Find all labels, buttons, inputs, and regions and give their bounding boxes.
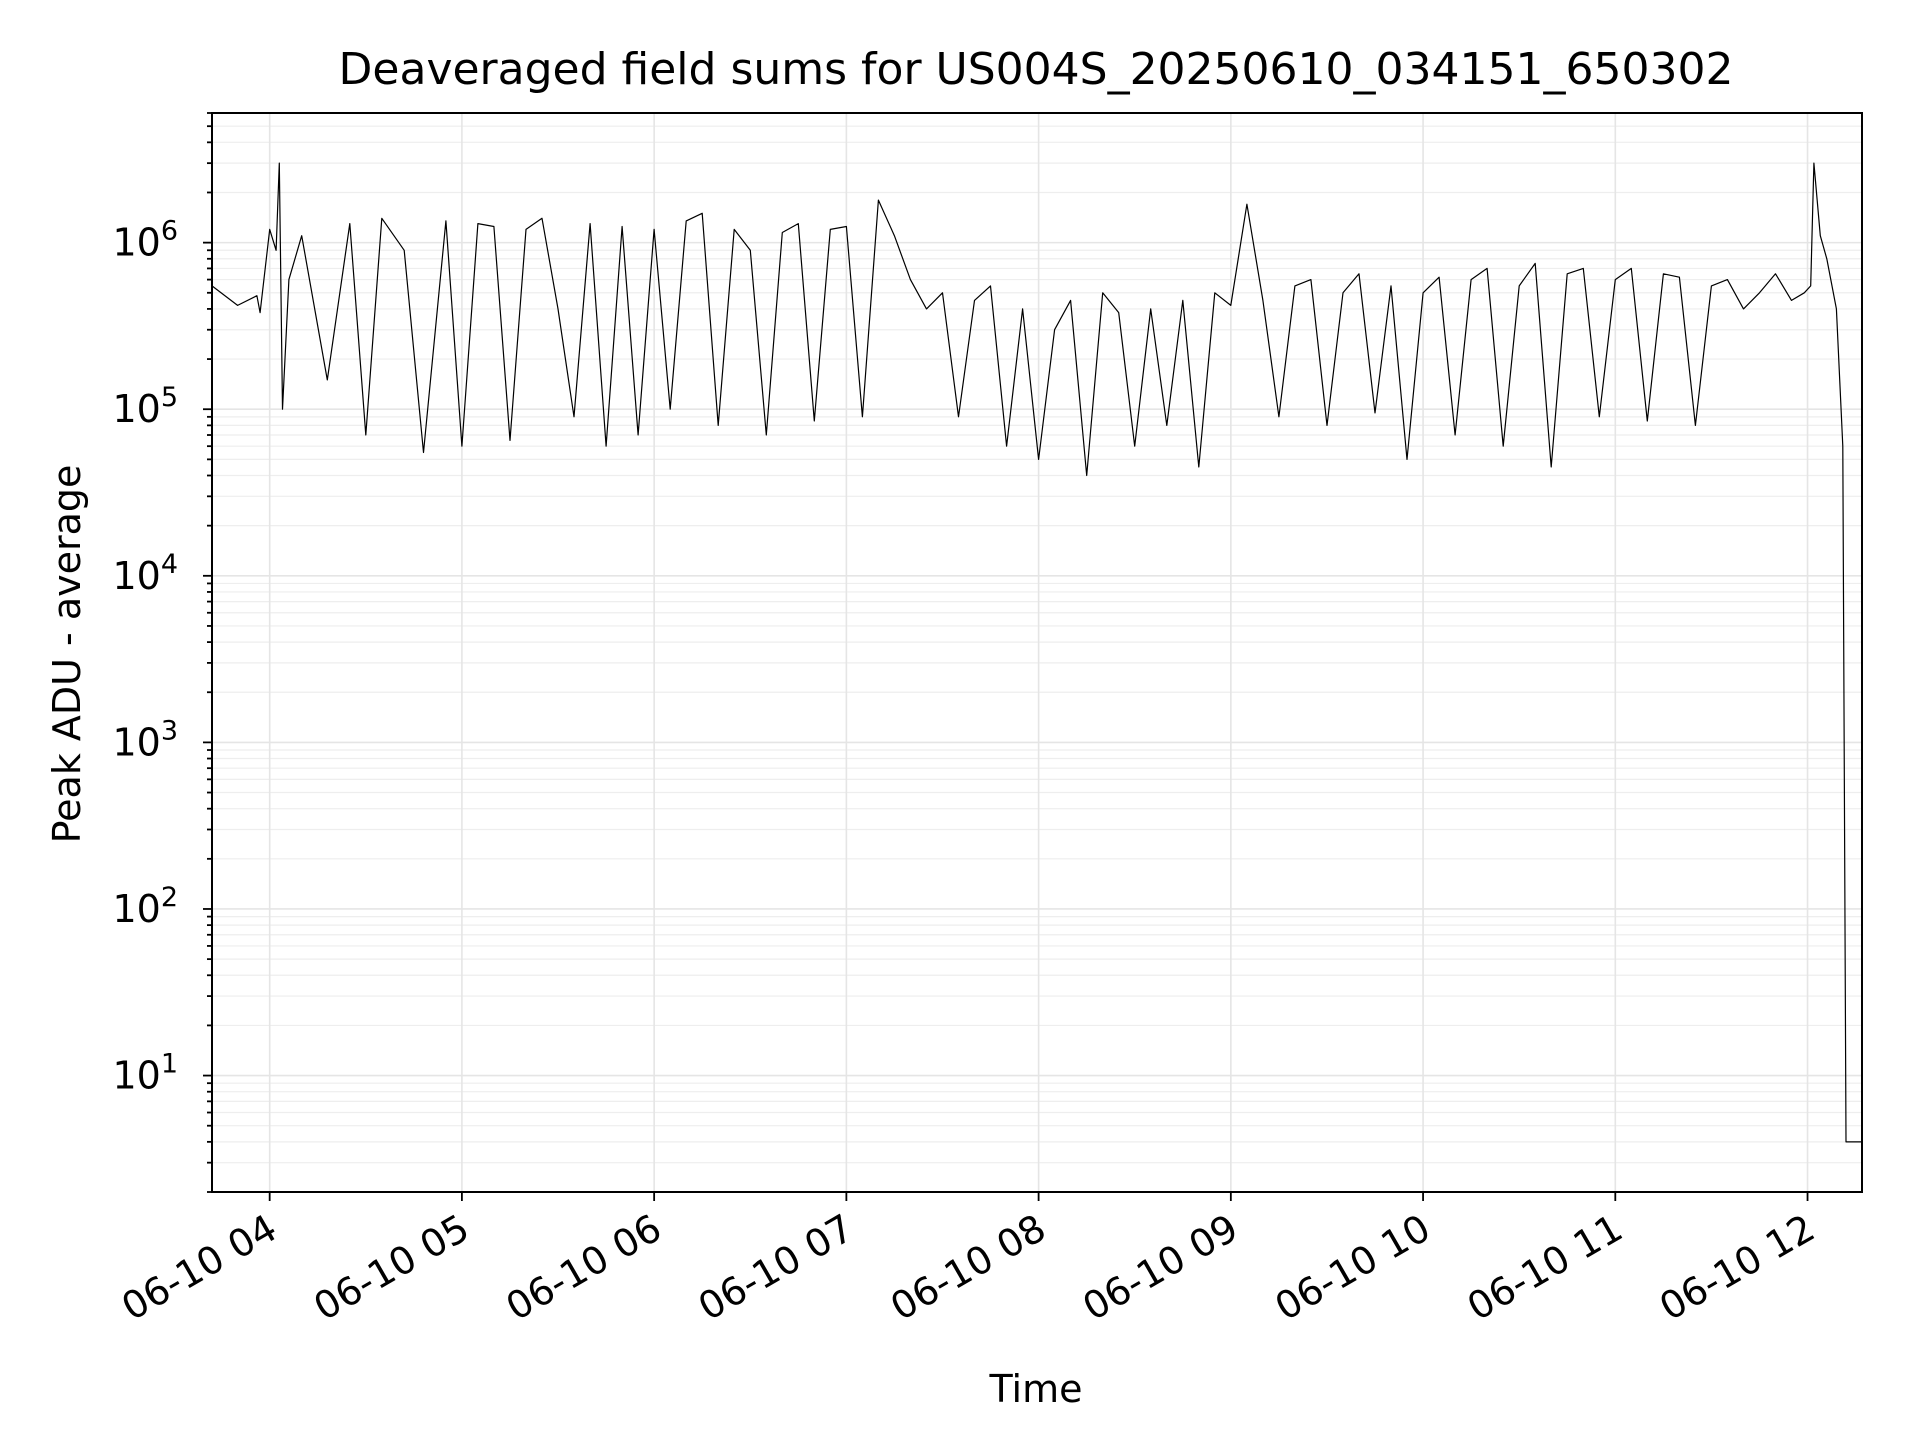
x-tick-label: 06-10 05	[306, 1206, 476, 1330]
y-tick-label-base: 10	[112, 387, 160, 431]
y-tick-label: 103	[112, 715, 178, 764]
y-tick-label: 104	[112, 549, 178, 598]
x-tick-label: 06-10 08	[883, 1206, 1053, 1330]
y-tick-label-exponent: 4	[161, 549, 178, 580]
x-tick-label: 06-10 07	[691, 1206, 861, 1330]
x-tick-label: 06-10 06	[499, 1206, 669, 1330]
y-axis-label: Peak ADU - average	[45, 465, 89, 844]
y-tick-label-exponent: 3	[161, 715, 178, 746]
series-layer	[211, 162, 1862, 1143]
x-tick-label: 06-10 10	[1268, 1206, 1438, 1330]
y-tick-label-base: 10	[112, 554, 160, 598]
chart-title: Deaveraged field sums for US004S_2025061…	[339, 44, 1734, 95]
x-tick-label: 06-10 11	[1460, 1206, 1630, 1330]
y-tick-label: 101	[112, 1049, 178, 1098]
y-tick-label-base: 10	[112, 1054, 160, 1098]
y-tick-label-base: 10	[112, 720, 160, 764]
y-tick-label-base: 10	[112, 887, 160, 931]
y-tick-label: 102	[112, 882, 178, 931]
x-tick-label: 06-10 09	[1075, 1206, 1245, 1330]
y-tick-label-exponent: 1	[161, 1049, 178, 1080]
y-tick-label-exponent: 6	[161, 216, 178, 247]
x-axis-label: Time	[989, 1367, 1083, 1411]
y-tick-label-exponent: 5	[161, 382, 178, 413]
y-tick-label: 106	[112, 216, 178, 265]
y-tick-label: 105	[112, 382, 178, 431]
x-axis-ticks: 06-10 04 06-10 05 06-10 06 06-10 07 06-10 08…	[114, 1192, 1822, 1329]
series-line	[211, 162, 1862, 1143]
y-tick-label-base: 10	[112, 221, 160, 265]
grid-lines	[212, 112, 1862, 1193]
x-tick-label: 06-10 12	[1652, 1206, 1822, 1330]
y-tick-label-exponent: 2	[161, 882, 178, 913]
plot-area-frame	[211, 112, 1863, 1193]
x-tick-label: 06-10 04	[114, 1206, 284, 1330]
